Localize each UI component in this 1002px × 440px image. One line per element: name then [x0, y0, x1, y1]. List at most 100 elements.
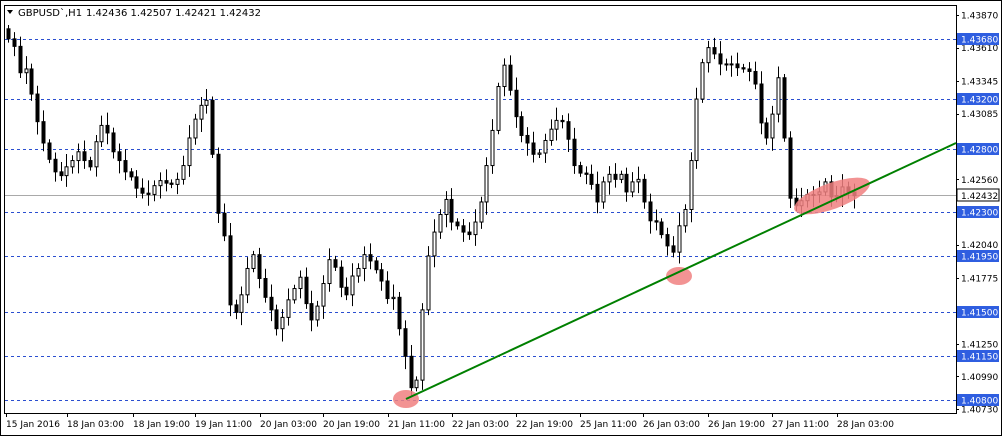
candle-body — [449, 198, 454, 223]
y-tick-label: 1.41250 — [961, 340, 998, 350]
y-tick-label: 1.41775 — [961, 274, 998, 284]
time-axis: 15 Jan 2016 18 Jan 03:00 18 Jan 19:00 19 Ja… — [6, 413, 894, 430]
candle-body — [531, 142, 536, 155]
candle-body — [350, 275, 355, 296]
candle-body — [94, 141, 99, 168]
candle-body — [204, 99, 209, 106]
candle-body — [123, 160, 128, 173]
candle-body — [642, 178, 647, 203]
x-tick-label: 22 Jan 19:00 — [516, 420, 573, 430]
candle-body — [344, 286, 349, 296]
level-label-bg — [957, 206, 999, 218]
candle-body — [426, 255, 431, 311]
candle-body — [187, 137, 192, 167]
candle-body — [578, 165, 583, 174]
candle-body — [146, 192, 151, 195]
price-axis: 1.438701.436101.433451.430851.428201.425… — [956, 12, 1000, 416]
candle-body — [409, 355, 414, 389]
x-tick-label: 25 Jan 11:00 — [580, 420, 637, 430]
candle-body — [706, 47, 711, 64]
candle-body — [683, 208, 688, 227]
candle-body — [613, 173, 618, 180]
y-tick-label: 1.43610 — [961, 44, 998, 54]
level-label: 1.41950 — [961, 253, 998, 263]
candle-body — [589, 173, 594, 185]
candle-body — [689, 160, 694, 210]
candle-body — [665, 234, 670, 247]
candle-body — [566, 121, 571, 140]
candle-body — [776, 77, 781, 115]
candle-body — [508, 64, 513, 91]
candle-body — [636, 178, 641, 183]
candle-body — [473, 221, 478, 236]
candle-body — [374, 260, 379, 271]
current-price-label-bg — [956, 188, 1000, 202]
candle-body — [455, 221, 460, 227]
candle-body — [432, 231, 437, 257]
candle-body — [654, 220, 659, 223]
y-tick-label: 1.40730 — [961, 406, 998, 416]
candle-body — [496, 86, 501, 131]
candle-body — [741, 67, 746, 70]
candle-body — [152, 185, 157, 195]
x-tick-label: 27 Jan 11:00 — [772, 420, 829, 430]
current-price-label: 1.42432 — [961, 192, 998, 202]
candle-body — [216, 153, 221, 214]
candle-body — [630, 181, 635, 193]
candle-body — [304, 276, 309, 305]
y-tick-label: 1.43870 — [961, 12, 998, 22]
candle-body — [554, 119, 559, 130]
x-tick-label: 20 Jan 03:00 — [260, 420, 317, 430]
highlight-low-2 — [666, 267, 692, 285]
candle-body — [537, 152, 542, 155]
candle-body — [403, 328, 408, 357]
candle-body — [764, 122, 769, 139]
x-tick-label: 19 Jan 11:00 — [195, 420, 252, 430]
level-label-bg — [957, 33, 999, 45]
trendline — [405, 142, 957, 400]
candle-body — [257, 254, 262, 280]
candle-body — [298, 276, 303, 290]
candle-body — [134, 176, 139, 189]
candle-body — [368, 254, 373, 262]
x-tick-label: 18 Jan 19:00 — [133, 420, 190, 430]
candle-body — [397, 296, 402, 330]
candle-body — [29, 68, 34, 95]
x-tick-label: 28 Jan 03:00 — [837, 420, 894, 430]
candle-body — [461, 225, 466, 233]
level-label-bg — [957, 93, 999, 105]
candle-body — [753, 70, 758, 85]
candle-body — [549, 128, 554, 141]
candle-body — [379, 269, 384, 282]
level-label-bg — [957, 306, 999, 318]
candle-body — [245, 267, 250, 296]
candle-body — [12, 38, 17, 47]
candle-body — [560, 119, 565, 123]
candle-body — [712, 47, 717, 55]
candle-body — [385, 280, 390, 300]
candle-body — [339, 266, 344, 288]
candle-body — [391, 296, 396, 300]
y-tick-label: 1.43345 — [961, 77, 998, 87]
x-tick-label: 22 Jan 03:00 — [452, 420, 509, 430]
candle-body — [671, 245, 676, 253]
candle-body — [222, 212, 227, 237]
candle-body — [484, 165, 489, 203]
y-tick-label: 1.42560 — [961, 176, 998, 186]
candle-body — [694, 98, 699, 162]
candle-body — [24, 68, 29, 74]
candle-body — [315, 305, 320, 321]
candle-body — [53, 158, 58, 173]
candle-body — [193, 118, 198, 139]
candle-body — [164, 180, 169, 184]
candle-body — [607, 173, 612, 183]
chevron-down-icon[interactable] — [7, 10, 13, 14]
candle-body — [292, 288, 297, 301]
candle-body — [76, 151, 81, 162]
candle-body — [438, 214, 443, 233]
candle-body — [724, 63, 729, 66]
candle-body — [269, 296, 274, 311]
candle-body — [199, 104, 204, 120]
